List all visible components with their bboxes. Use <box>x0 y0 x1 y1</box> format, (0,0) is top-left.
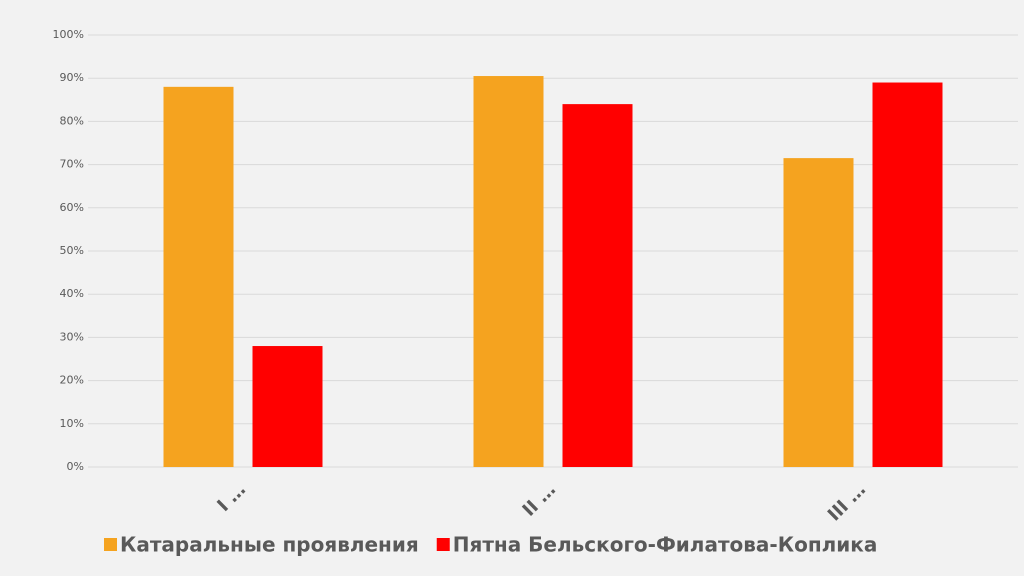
bar <box>783 158 854 467</box>
bar <box>562 104 633 468</box>
y-tick-label: 100% <box>53 28 84 41</box>
y-tick-label: 30% <box>60 330 84 343</box>
legend-swatch <box>104 538 117 551</box>
x-tick-label: I … <box>213 479 250 516</box>
y-tick-label: 70% <box>60 158 84 171</box>
x-tick-label: II … <box>519 479 560 520</box>
y-tick-label: 10% <box>60 417 84 430</box>
y-tick-label: 0% <box>67 460 84 473</box>
y-tick-label: 60% <box>60 201 84 214</box>
y-tick-label: 80% <box>60 114 84 127</box>
y-tick-label: 90% <box>60 71 84 84</box>
y-tick-label: 20% <box>60 374 84 387</box>
y-tick-label: 50% <box>60 244 84 257</box>
bar <box>252 346 323 467</box>
legend-label: Пятна Бельского-Филатова-Коплика <box>453 533 878 557</box>
legend-label: Катаральные проявления <box>120 533 419 557</box>
bar <box>872 82 943 468</box>
bar <box>473 76 544 467</box>
x-tick-label: III … <box>824 479 870 525</box>
y-tick-label: 40% <box>60 287 84 300</box>
bar <box>163 86 234 467</box>
legend-swatch <box>436 538 450 551</box>
